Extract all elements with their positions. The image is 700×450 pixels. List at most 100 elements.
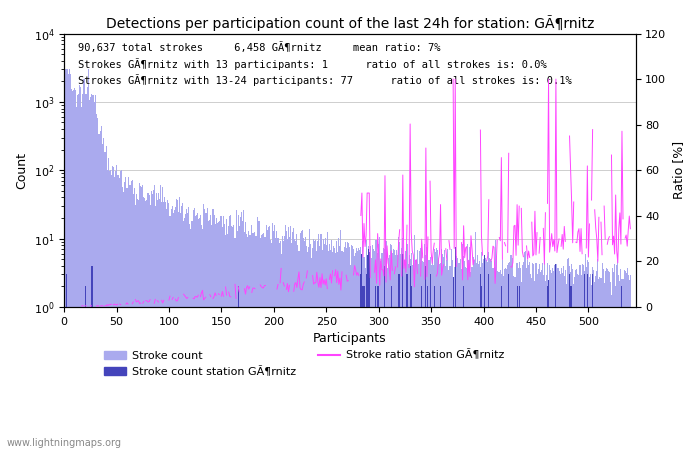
- Bar: [553, 271, 554, 450]
- Bar: [321, 250, 323, 450]
- Bar: [190, 307, 192, 450]
- Bar: [398, 274, 399, 450]
- Bar: [483, 259, 484, 450]
- Bar: [626, 307, 628, 450]
- Bar: [573, 284, 574, 450]
- Bar: [569, 274, 570, 450]
- Bar: [353, 307, 354, 450]
- Bar: [279, 307, 281, 450]
- Bar: [338, 238, 339, 450]
- Bar: [97, 118, 98, 450]
- Bar: [351, 307, 352, 450]
- Bar: [88, 69, 89, 450]
- Bar: [393, 249, 394, 450]
- Bar: [132, 180, 133, 450]
- Bar: [309, 229, 310, 450]
- Bar: [470, 307, 472, 450]
- Bar: [405, 251, 407, 450]
- Bar: [219, 221, 220, 450]
- Bar: [626, 273, 627, 450]
- Bar: [214, 216, 215, 450]
- Bar: [475, 232, 476, 450]
- Bar: [437, 307, 438, 450]
- Bar: [119, 307, 120, 450]
- Bar: [177, 200, 178, 450]
- Bar: [618, 307, 620, 450]
- Text: Strokes GÃ¶rnitz with 13 participants: 1      ratio of all strokes is: 0.0%: Strokes GÃ¶rnitz with 13 participants: 1…: [78, 58, 547, 70]
- Bar: [181, 206, 182, 450]
- Bar: [78, 307, 79, 450]
- Bar: [200, 216, 201, 450]
- Bar: [363, 256, 365, 450]
- Bar: [216, 307, 217, 450]
- Bar: [232, 227, 233, 450]
- Bar: [130, 185, 131, 450]
- Bar: [611, 295, 612, 450]
- Bar: [556, 265, 557, 450]
- Bar: [552, 307, 553, 450]
- Bar: [582, 266, 584, 450]
- Bar: [175, 207, 176, 450]
- Bar: [546, 274, 547, 450]
- Bar: [262, 307, 264, 450]
- Bar: [195, 216, 196, 450]
- Bar: [458, 307, 459, 450]
- Bar: [131, 181, 132, 450]
- Bar: [588, 262, 589, 450]
- Bar: [496, 256, 497, 450]
- Bar: [243, 210, 244, 450]
- Bar: [323, 307, 325, 450]
- Bar: [122, 307, 123, 450]
- Bar: [215, 225, 216, 450]
- Bar: [79, 307, 81, 450]
- Bar: [576, 307, 578, 450]
- Bar: [514, 307, 515, 450]
- Bar: [616, 307, 617, 450]
- Bar: [629, 280, 630, 450]
- Bar: [422, 261, 423, 450]
- Bar: [498, 272, 500, 450]
- Bar: [586, 267, 587, 450]
- Bar: [198, 307, 199, 450]
- Bar: [391, 286, 392, 450]
- Bar: [480, 267, 481, 450]
- Bar: [487, 307, 489, 450]
- Bar: [545, 307, 546, 450]
- X-axis label: Participants: Participants: [313, 332, 386, 345]
- Bar: [314, 307, 315, 450]
- Bar: [224, 224, 225, 450]
- Bar: [108, 171, 110, 450]
- Bar: [443, 257, 444, 450]
- Bar: [178, 307, 179, 450]
- Bar: [486, 260, 487, 450]
- Bar: [153, 190, 154, 450]
- Bar: [272, 223, 273, 450]
- Bar: [386, 307, 388, 450]
- Bar: [628, 307, 629, 450]
- Bar: [511, 307, 512, 450]
- Bar: [337, 252, 338, 450]
- Bar: [533, 307, 534, 450]
- Bar: [157, 307, 158, 450]
- Bar: [250, 234, 251, 450]
- Bar: [100, 307, 102, 450]
- Bar: [451, 249, 452, 450]
- Text: 90,637 total strokes     6,458 GÃ¶rnitz     mean ratio: 7%: 90,637 total strokes 6,458 GÃ¶rnitz mean…: [78, 42, 441, 53]
- Bar: [395, 256, 396, 450]
- Bar: [352, 246, 353, 450]
- Text: www.lightningmaps.org: www.lightningmaps.org: [7, 438, 122, 448]
- Bar: [528, 307, 529, 450]
- Bar: [142, 307, 144, 450]
- Bar: [542, 263, 543, 450]
- Bar: [415, 260, 416, 450]
- Bar: [312, 307, 313, 450]
- Bar: [368, 246, 369, 450]
- Bar: [568, 258, 569, 450]
- Bar: [495, 239, 496, 450]
- Bar: [494, 307, 495, 450]
- Bar: [244, 232, 245, 450]
- Bar: [477, 255, 478, 450]
- Bar: [112, 166, 113, 450]
- Bar: [115, 307, 116, 450]
- Bar: [380, 307, 382, 450]
